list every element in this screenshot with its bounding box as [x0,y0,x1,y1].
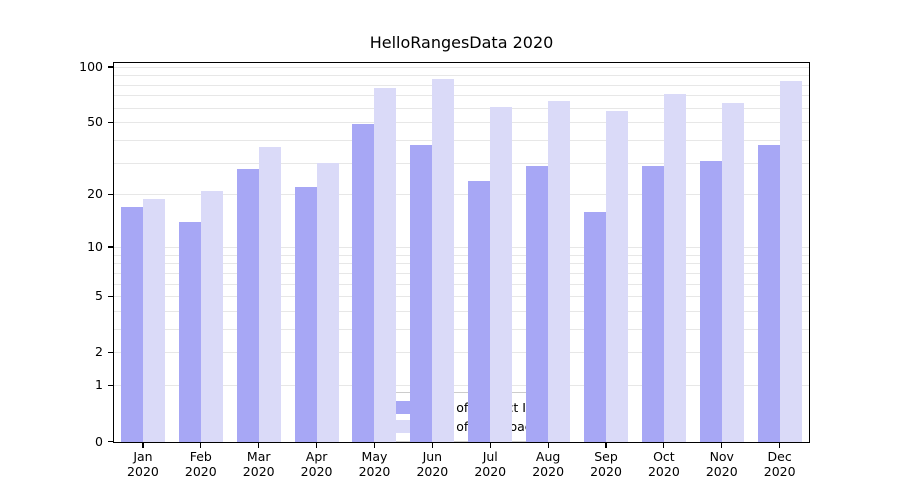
x-tick-jun [431,443,433,449]
x-tick-may [373,443,376,449]
x-tick-label-feb: Feb 2020 [184,448,217,479]
bar-ips-feb [178,222,201,442]
x-tick-label-dec: Dec 2020 [763,448,796,479]
y-tick-label-5: 5 [95,288,103,304]
y-tick-2 [107,351,113,353]
bar-downloads-aug [548,100,571,442]
y-gridline-10 [114,246,809,248]
x-tick-label-jan: Jan 2020 [127,448,159,479]
y-tick-label-100: 100 [79,58,103,74]
y-gridline-80 [114,84,809,86]
y-tick-label-0: 0 [95,433,103,449]
bar-downloads-nov [721,103,744,442]
y-gridline-30 [114,162,809,164]
bar-ips-jul [468,180,491,442]
bar-downloads-jan [142,198,165,442]
x-tick-feb [200,443,202,449]
y-gridline-4 [114,310,809,312]
bar-downloads-apr [316,163,339,442]
x-tick-label-apr: Apr 2020 [300,448,333,479]
bar-downloads-oct [663,93,686,442]
bar-downloads-mar [258,146,281,442]
y-tick-5 [107,295,113,297]
bar-ips-nov [699,160,722,442]
y-gridline-2 [114,352,809,354]
y-gridline-20 [114,194,809,196]
y-gridline-9 [114,254,809,256]
y-tick-label-1: 1 [95,377,103,393]
bar-ips-sep [584,212,606,442]
bar-ips-may [352,124,375,442]
y-gridline-100 [114,66,809,68]
y-tick-50 [107,121,113,123]
bar-downloads-jun [432,79,455,442]
y-tick-label-2: 2 [95,344,103,360]
x-tick-label-may: May 2020 [358,448,391,479]
y-gridline-40 [114,140,809,142]
y-tick-label-50: 50 [87,114,103,130]
bar-downloads-jul [490,106,513,442]
x-tick-jan [142,443,144,449]
bar-ips-jan [120,207,143,442]
y-gridline-6 [114,283,809,285]
bar-downloads-feb [200,191,223,442]
x-tick-label-jun: Jun 2020 [416,448,449,479]
y-gridline-5 [114,296,809,298]
x-tick-label-oct: Oct 2020 [647,448,680,479]
y-tick-100 [107,66,113,68]
x-tick-oct [663,443,665,449]
y-gridline-7 [114,272,809,274]
y-gridline-3 [114,328,809,330]
bar-ips-aug [526,165,549,442]
chart-title: HelloRangesData 2020 [369,33,554,52]
y-gridline-50 [114,122,809,124]
legend: Nb of distinct IPs Nb of downloads [379,392,551,442]
x-tick-mar [258,443,260,449]
x-tick-label-jul: Jul 2020 [474,448,507,479]
bar-ips-mar [236,168,259,442]
bar-downloads-may [374,88,397,442]
x-tick-label-aug: Aug 2020 [532,448,565,479]
y-gridline-70 [114,95,809,97]
plot-area: Nb of distinct IPs Nb of downloads Jan20… [79,59,810,479]
bar-ips-dec [757,144,780,442]
x-tick-apr [315,443,318,449]
y-tick-label-10: 10 [87,238,103,254]
x-tick-jul [489,443,491,449]
bar-ips-oct [641,165,664,442]
x-tick-label-sep: Sep 2020 [590,448,622,479]
y-gridline-8 [114,263,809,265]
y-gridline-60 [114,107,809,109]
y-tick-label-20: 20 [87,186,103,202]
bar-downloads-dec [779,81,802,442]
y-tick-20 [107,193,113,196]
bar-ips-apr [294,187,317,442]
x-tick-label-nov: Nov 2020 [705,448,738,479]
x-tick-sep [605,443,607,449]
x-tick-dec [779,443,781,449]
y-tick-1 [107,384,113,386]
x-tick-aug [547,443,549,449]
y-tick-10 [107,246,113,248]
bar-downloads-sep [606,110,628,442]
x-tick-label-mar: Mar 2020 [242,448,275,479]
y-gridline-90 [114,75,809,77]
y-tick-0 [107,441,113,443]
y-gridline-1 [114,385,809,387]
x-tick-nov [721,443,723,449]
bar-ips-jun [410,144,433,442]
